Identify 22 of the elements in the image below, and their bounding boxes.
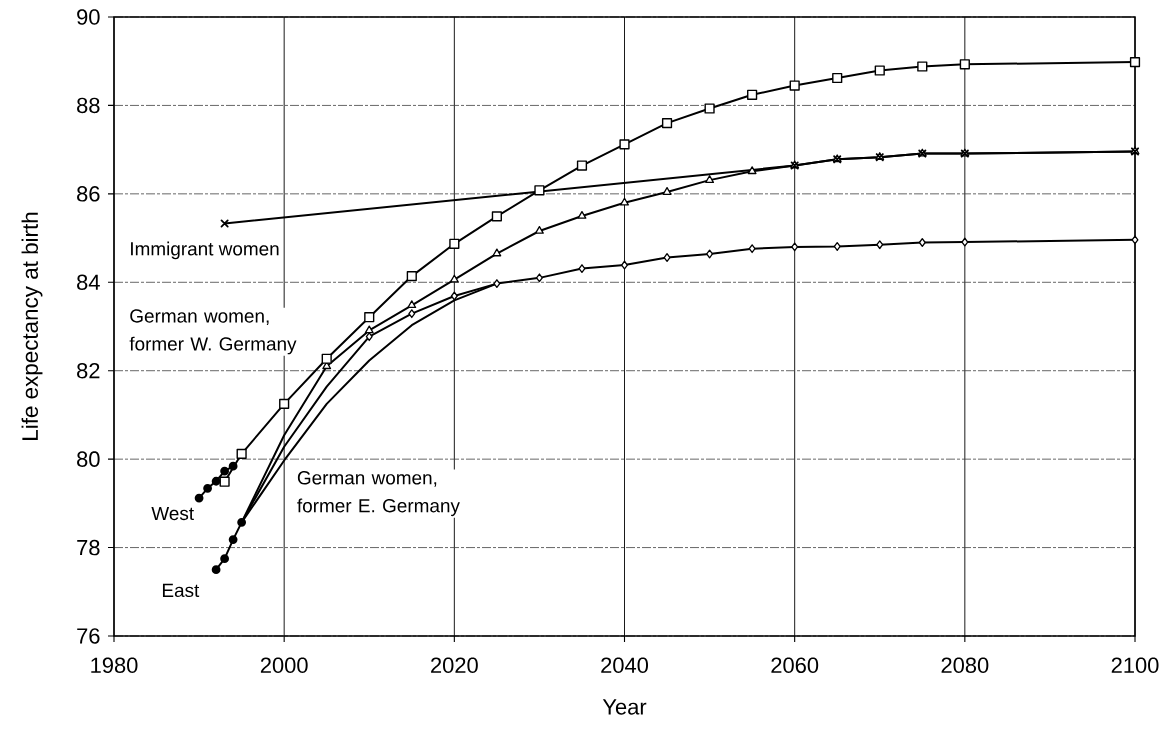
x-tick-label: 2020 [431,657,478,674]
y-tick-label: 88 [77,97,100,114]
y-tick-label: 86 [77,186,100,202]
y-tick-label: 80 [77,451,100,467]
y-tick-label: 84 [77,274,100,291]
series-label: East [162,583,200,598]
y-tick-label: 82 [77,362,100,379]
y-tick-label: 76 [77,628,100,644]
x-tick-label: 2040 [601,657,649,674]
y-tick-label: 78 [77,539,100,556]
series-label: German women, former E. Germany [297,471,460,517]
x-tick-label: 2080 [941,657,989,674]
x-tick-label: 2100 [1111,657,1159,674]
x-tick-label: 2000 [260,657,308,674]
y-tick-label: 90 [77,9,100,25]
x-tick-label: 1980 [91,657,138,674]
y-axis-title: Life expectancy at birth [21,212,43,440]
x-tick-label: 2060 [771,657,819,674]
x-axis-title: Year [602,699,647,715]
series-label: West [151,506,194,521]
series-label: Immigrant women [131,241,279,260]
series-label: German women, former W. Germany [129,309,297,355]
